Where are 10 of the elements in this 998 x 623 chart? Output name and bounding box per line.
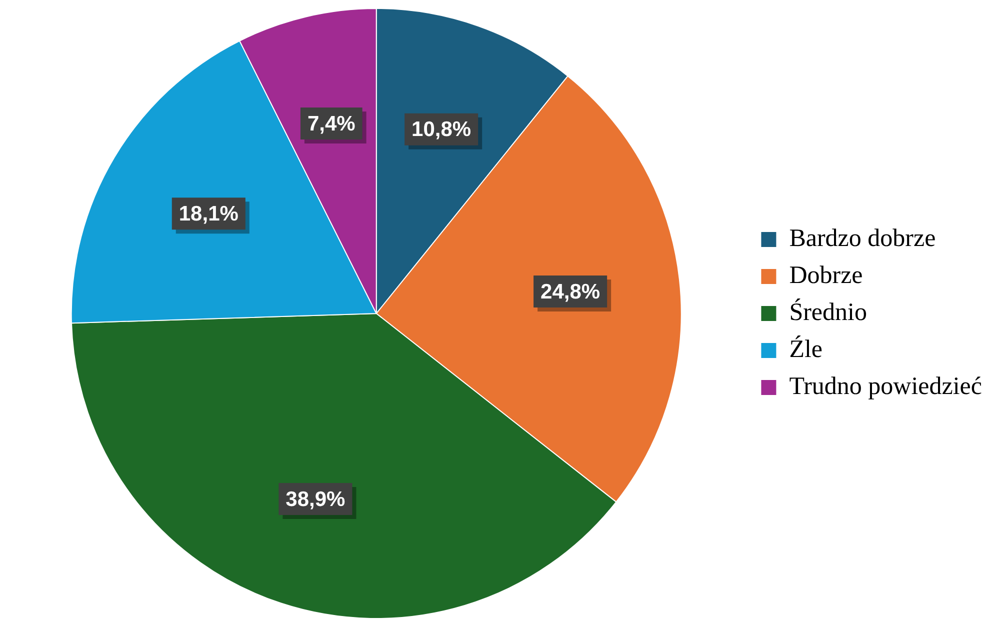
data-label: 24,8%	[540, 280, 600, 304]
data-label: 10,8%	[412, 118, 472, 142]
legend-label: Dobrze	[789, 262, 863, 290]
data-label: 7,4%	[307, 112, 356, 136]
legend-label: Źle	[789, 335, 823, 364]
data-label: 18,1%	[178, 202, 239, 226]
data-label: 38,9%	[286, 488, 346, 511]
legend-label: Trudno powiedzieć	[789, 373, 982, 400]
legend-label: Bardzo dobrze	[789, 225, 936, 252]
legend-label: Średnio	[789, 298, 867, 326]
